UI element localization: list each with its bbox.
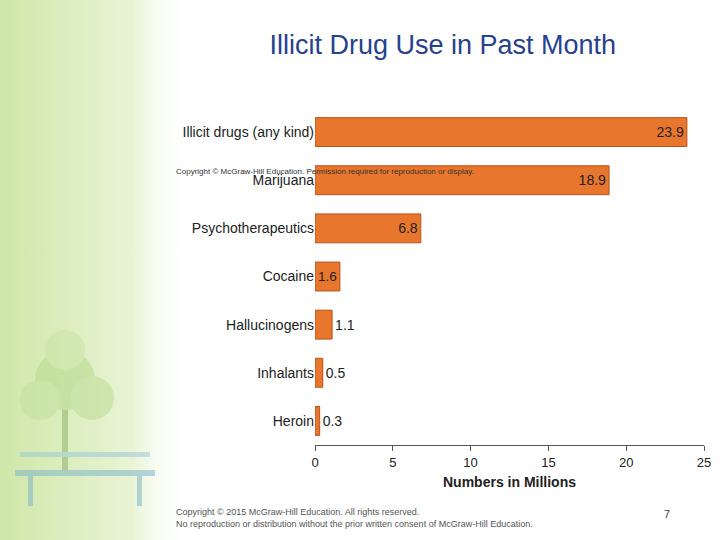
html-text:Copyright © 2015 McGraw-Hill E: Copyright © 2015 McGraw-Hill Education. …: [176, 507, 420, 517]
svg-text:Psychotherapeutics: Psychotherapeutics: [192, 220, 314, 236]
svg-text:Inhalants: Inhalants: [257, 365, 314, 381]
svg-text:Marijuana: Marijuana: [253, 172, 315, 188]
svg-text:25: 25: [697, 455, 711, 470]
html-text:7: 7: [664, 508, 671, 520]
svg-text:10: 10: [463, 455, 477, 470]
svg-text:20: 20: [619, 455, 633, 470]
svg-text:Copyright © McGraw-Hill Educat: Copyright © McGraw-Hill Education. Permi…: [176, 167, 474, 176]
svg-text:Cocaine: Cocaine: [263, 268, 315, 284]
svg-text:18.9: 18.9: [579, 172, 606, 188]
svg-text:5: 5: [389, 455, 396, 470]
svg-text:Numbers in Millions: Numbers in Millions: [443, 474, 576, 490]
svg-text:0.5: 0.5: [326, 365, 346, 381]
svg-text:1.1: 1.1: [335, 317, 355, 333]
svg-text:0.3: 0.3: [323, 413, 343, 429]
svg-text:6.8: 6.8: [398, 220, 418, 236]
svg-text:0: 0: [311, 455, 318, 470]
svg-text:15: 15: [541, 455, 555, 470]
svg-text:Hallucinogens: Hallucinogens: [226, 317, 314, 333]
svg-text:Illicit Drug Use in Past Month: Illicit Drug Use in Past Month: [269, 30, 616, 60]
svg-text:Heroin: Heroin: [273, 413, 314, 429]
svg-text:1.6: 1.6: [318, 269, 337, 284]
html-text:No reproduction or distributio: No reproduction or distribution without …: [176, 519, 533, 529]
svg-text:Illicit drugs (any kind): Illicit drugs (any kind): [183, 124, 315, 140]
svg-text:23.9: 23.9: [656, 124, 683, 140]
